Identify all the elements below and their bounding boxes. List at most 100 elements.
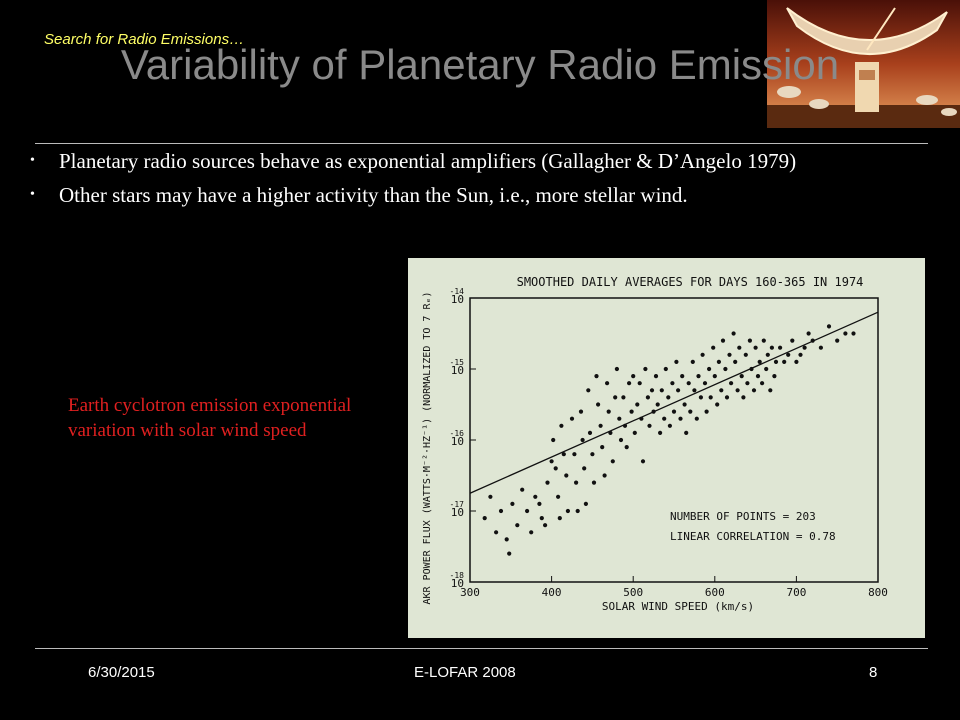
title-rule bbox=[35, 143, 928, 144]
data-point bbox=[572, 452, 577, 457]
data-point bbox=[587, 430, 593, 435]
bullet-item: • Other stars may have a higher activity… bbox=[22, 182, 922, 208]
x-tick-label: 400 bbox=[542, 586, 562, 599]
x-tick-label: 500 bbox=[623, 586, 643, 599]
data-point bbox=[778, 345, 783, 350]
data-point bbox=[688, 409, 693, 414]
data-point bbox=[696, 374, 701, 379]
data-point bbox=[494, 530, 499, 535]
data-point bbox=[682, 402, 687, 407]
footer-slide-number: 8 bbox=[869, 664, 878, 681]
data-point bbox=[835, 338, 840, 343]
data-point bbox=[659, 388, 664, 393]
data-point bbox=[622, 423, 628, 428]
data-point bbox=[719, 388, 724, 393]
data-point bbox=[702, 381, 708, 386]
x-tick-label: 300 bbox=[460, 586, 480, 599]
data-point bbox=[694, 416, 699, 421]
data-point bbox=[608, 430, 613, 435]
data-point bbox=[798, 352, 803, 357]
akr-scatter-figure: SMOOTHED DAILY AVERAGES FOR DAYS 160-365… bbox=[408, 258, 925, 638]
data-point bbox=[645, 395, 650, 400]
data-point bbox=[666, 395, 671, 400]
data-point bbox=[806, 331, 811, 336]
data-point bbox=[498, 508, 504, 514]
data-point bbox=[700, 352, 705, 357]
data-point bbox=[640, 459, 646, 464]
data-point bbox=[637, 381, 642, 386]
footer-date: 6/30/2015 bbox=[88, 664, 155, 681]
data-point bbox=[488, 494, 493, 499]
data-point bbox=[676, 388, 681, 393]
data-point bbox=[731, 331, 736, 336]
y-tick-exponent: -18 bbox=[450, 571, 465, 580]
data-point bbox=[851, 331, 856, 336]
data-point bbox=[737, 345, 742, 350]
data-point bbox=[764, 366, 769, 372]
data-point bbox=[674, 359, 679, 364]
y-tick-label: 10 bbox=[451, 577, 464, 590]
data-point bbox=[569, 416, 575, 421]
y-tick-exponent: -16 bbox=[450, 429, 465, 438]
data-point bbox=[690, 359, 695, 364]
data-point bbox=[580, 437, 585, 443]
data-point bbox=[653, 374, 659, 379]
regression-group bbox=[469, 311, 879, 494]
data-point bbox=[590, 452, 595, 457]
data-point bbox=[543, 523, 548, 528]
data-point bbox=[772, 374, 777, 379]
y-tick-exponent: -14 bbox=[450, 287, 465, 296]
bullet-text: Planetary radio sources behave as expone… bbox=[59, 149, 797, 173]
data-point bbox=[761, 338, 766, 343]
data-point bbox=[692, 388, 697, 393]
data-point bbox=[670, 381, 675, 386]
header-tag: Search for Radio Emissions… bbox=[44, 31, 245, 48]
data-point bbox=[510, 501, 515, 506]
data-point bbox=[802, 345, 807, 350]
scatter-chart: SMOOTHED DAILY AVERAGES FOR DAYS 160-365… bbox=[422, 275, 888, 613]
data-point bbox=[606, 409, 611, 414]
data-point bbox=[751, 388, 757, 393]
footer-event: E-LOFAR 2008 bbox=[414, 664, 516, 681]
data-point bbox=[600, 445, 605, 450]
data-point bbox=[564, 473, 569, 478]
data-point bbox=[507, 551, 512, 556]
data-point bbox=[559, 423, 564, 428]
data-point bbox=[565, 508, 570, 514]
x-axis-label: SOLAR WIND SPEED (km/s) bbox=[602, 600, 754, 613]
y-tick-label: 10 bbox=[451, 293, 464, 306]
data-point bbox=[723, 366, 728, 372]
figure-note: Earth cyclotron emission exponential var… bbox=[68, 395, 352, 441]
data-point bbox=[786, 352, 791, 357]
data-point bbox=[629, 409, 634, 414]
data-point bbox=[757, 359, 762, 364]
data-point bbox=[749, 366, 754, 372]
data-point bbox=[716, 359, 721, 364]
footer-rule bbox=[35, 648, 928, 649]
data-point bbox=[583, 501, 588, 506]
data-point bbox=[743, 352, 748, 357]
data-point bbox=[651, 409, 656, 414]
data-point bbox=[621, 395, 626, 400]
data-point bbox=[635, 402, 640, 407]
bullet-list: • Planetary radio sources behave as expo… bbox=[22, 148, 922, 216]
data-point bbox=[586, 388, 591, 393]
data-point bbox=[553, 466, 558, 471]
stats-correlation: LINEAR CORRELATION = 0.78 bbox=[670, 530, 836, 543]
data-point bbox=[708, 395, 713, 400]
data-point bbox=[678, 416, 683, 421]
data-point bbox=[745, 381, 750, 386]
data-point bbox=[671, 409, 677, 414]
slide-title: Variability of Planetary Radio Emission bbox=[120, 41, 840, 88]
data-point bbox=[843, 331, 848, 336]
bullet-item: • Planetary radio sources behave as expo… bbox=[22, 148, 922, 174]
stats-points: NUMBER OF POINTS = 203 bbox=[670, 510, 816, 523]
chart-title: SMOOTHED DAILY AVERAGES FOR DAYS 160-365… bbox=[517, 275, 864, 289]
y-tick-label: 10 bbox=[451, 435, 464, 448]
data-point bbox=[575, 508, 580, 514]
data-point bbox=[663, 366, 668, 372]
data-point bbox=[704, 409, 709, 414]
data-point bbox=[520, 487, 525, 492]
data-point bbox=[556, 494, 561, 499]
data-point bbox=[794, 359, 799, 364]
